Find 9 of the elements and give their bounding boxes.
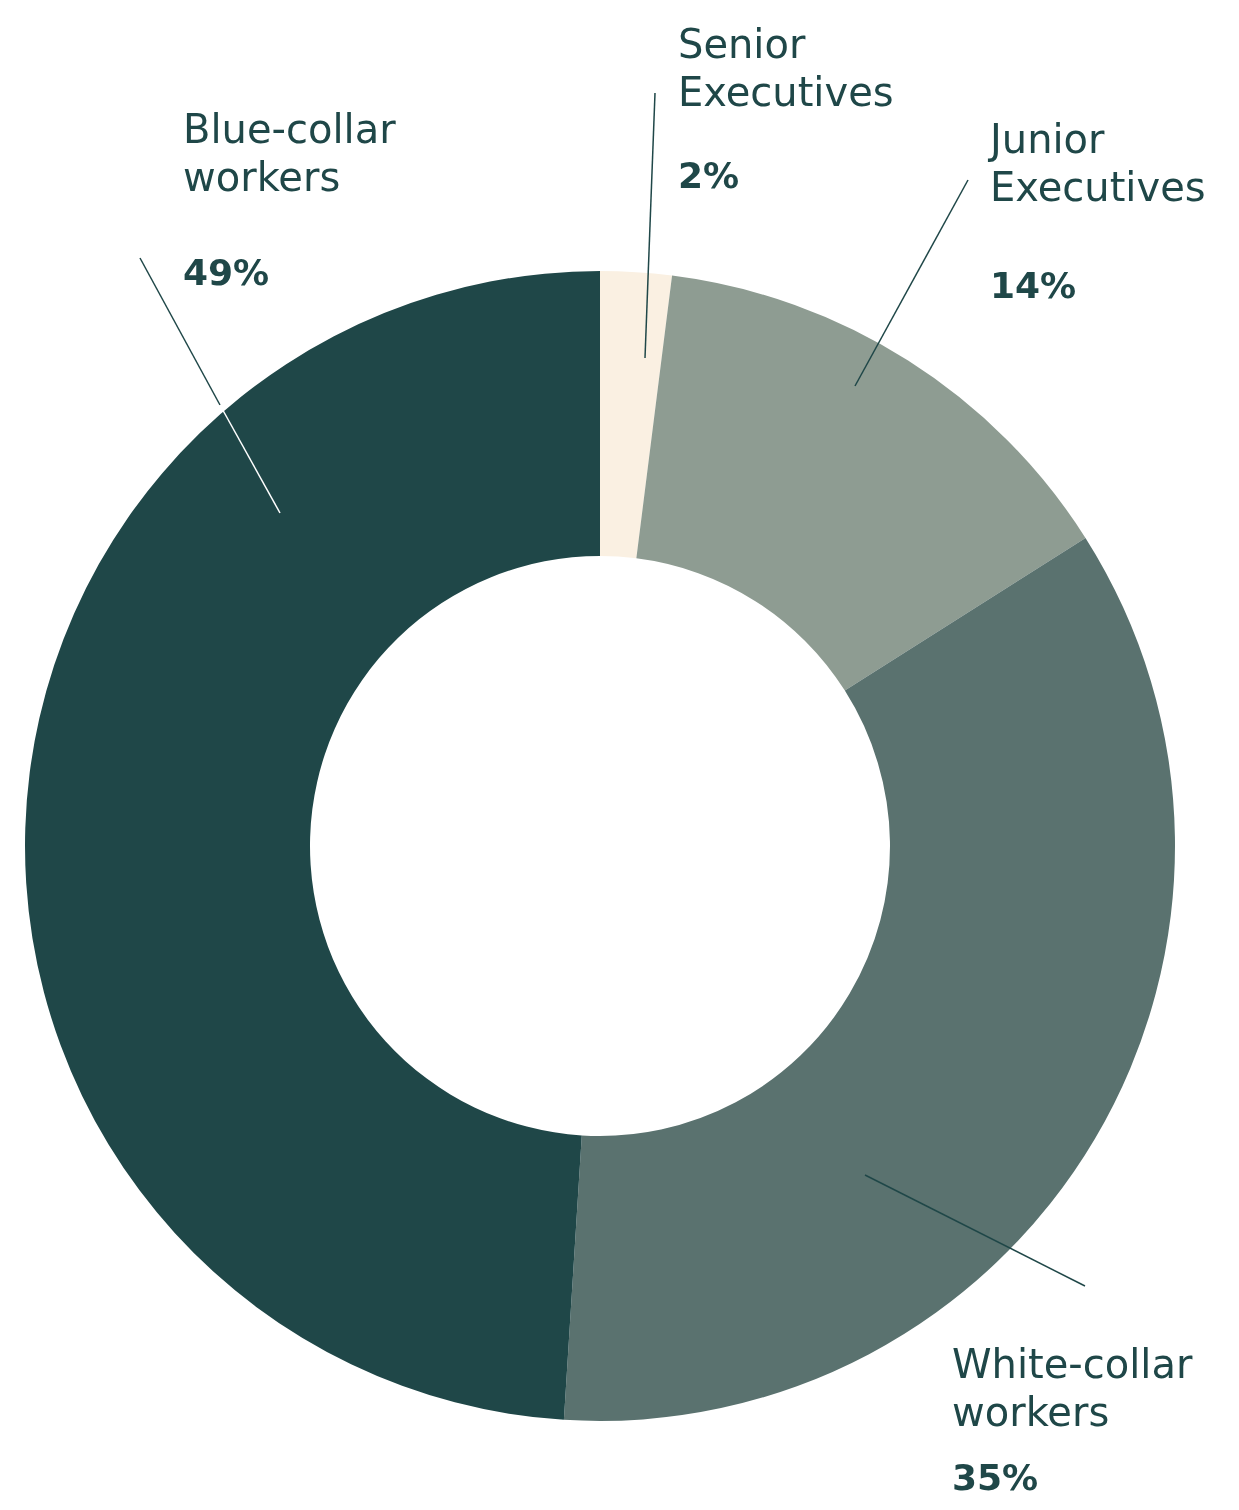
slice-label: Senior Executives: [678, 21, 894, 115]
data-label: 14%: [990, 265, 1077, 306]
data-label: 35%: [952, 1457, 1039, 1498]
slice-label: Junior Executives: [987, 116, 1206, 210]
donut-slice: [600, 271, 673, 559]
data-label: 2%: [678, 155, 740, 196]
data-label: 49%: [183, 252, 270, 293]
slice-label: White-collar workers: [952, 1341, 1193, 1435]
slice-label: Blue-collar workers: [183, 106, 397, 200]
